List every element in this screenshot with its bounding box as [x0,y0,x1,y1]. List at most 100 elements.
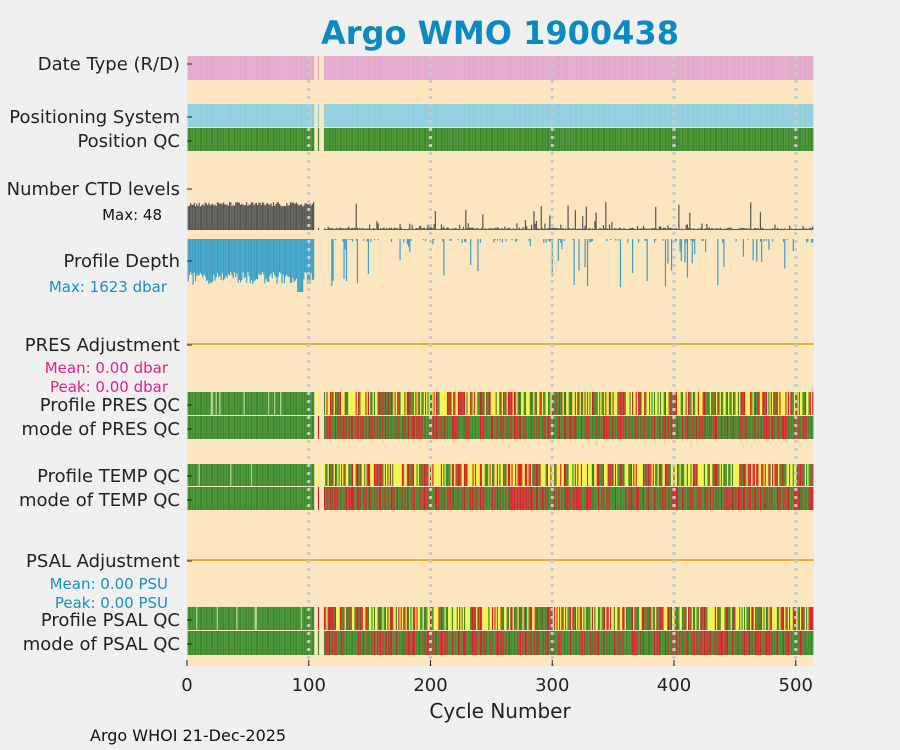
mode-pres-qc-bar [484,416,486,439]
mode-temp-qc-bar [797,487,799,510]
profile-temp-qc-bar [405,464,407,486]
position-qc-bar [603,128,606,151]
mode-psal-qc-bar [351,631,354,655]
profile-temp-qc-bar [350,464,352,486]
mode-temp-qc-bar [348,487,350,510]
mode-pres-qc-bar [501,416,503,439]
mode-psal-qc-bar [754,631,757,655]
profile-psal-qc-bar [295,607,298,630]
date-type-bar [761,56,763,80]
mode-psal-qc-bar [387,631,389,655]
position-qc-bar [233,128,236,151]
ctd-levels-bar [457,228,460,230]
position-qc-bar [266,128,268,151]
profile-temp-qc-bar [628,464,630,486]
position-qc-bar [810,128,813,151]
profile-psal-qc-bar [246,607,248,630]
profile-temp-qc-bar [694,464,696,486]
profile-pres-qc-bar [394,392,396,415]
mode-pres-qc-bar [250,416,253,439]
profile-pres-qc-bar [414,392,416,415]
profile-pres-qc-bar [691,392,693,415]
mode-psal-qc-bar [311,631,313,655]
profile-psal-qc-bar [367,607,370,630]
position-qc-bar [326,128,328,151]
mode-psal-qc-bar [603,631,606,655]
date-type-bar [567,56,569,80]
ctd-levels-bar [387,229,389,230]
date-type-bar [386,56,388,80]
mode-psal-qc-bar [744,631,746,655]
profile-psal-qc-bar [418,607,421,630]
date-type-bar [706,56,708,80]
profile-pres-qc-bar [675,392,678,415]
profile-psal-qc-bar [599,607,601,630]
profile-temp-qc-bar [601,464,603,486]
profile-temp-qc-bar [216,464,219,486]
positioning-system-bar [219,104,221,127]
profile-pres-qc-bar [311,392,313,415]
ctd-levels-bar [561,228,563,230]
profile-psal-qc-bar [600,607,602,630]
mode-psal-qc-bar [344,631,346,655]
profile-temp-qc-bar [580,464,583,486]
mode-psal-qc-bar [208,631,210,655]
profile-pres-qc-bar [362,392,365,415]
mode-psal-qc-bar [630,631,632,655]
mode-psal-qc-bar [641,631,643,655]
positioning-system-bar [192,104,194,127]
date-type-bar [521,56,523,80]
positioning-system-bar [790,104,792,127]
mode-temp-qc-bar [263,487,265,510]
date-type-bar [287,56,289,80]
profile-pres-qc-bar [253,392,255,415]
mode-psal-qc-bar [484,631,486,655]
mode-temp-qc-bar [614,487,617,510]
profile-psal-qc-bar [758,607,760,630]
profile-psal-qc-bar [543,607,545,630]
position-qc-bar [656,128,658,151]
date-type-bar [577,56,579,80]
positioning-system-bar [203,104,205,127]
mode-pres-qc-bar [534,416,536,439]
profile-pres-qc-bar [412,392,415,415]
position-qc-bar [618,128,620,151]
positioning-system-bar [412,104,415,127]
profile-temp-qc-bar [333,464,335,486]
profile-pres-qc-bar [668,392,670,415]
mode-psal-qc-bar [359,631,361,655]
profile-pres-qc-bar [606,392,608,415]
positioning-system-bar [442,104,444,127]
position-qc-bar [596,128,598,151]
profile-pres-qc-bar [511,392,513,415]
profile-temp-qc-bar [532,464,534,486]
mode-temp-qc-bar [454,487,456,510]
date-type-bar [241,56,243,80]
profile-temp-qc-bar [697,464,699,486]
mode-temp-qc-bar [239,487,242,510]
profile-temp-qc-bar [198,464,200,486]
position-qc-bar [405,128,407,151]
profile-psal-qc-bar [317,607,320,630]
profile-temp-qc-bar [724,464,726,486]
profile-pres-qc-bar [343,392,345,415]
positioning-system-bar [282,104,284,127]
mode-pres-qc-bar [555,416,557,439]
profile-pres-qc-bar [449,392,451,415]
mode-pres-qc-bar [231,416,233,439]
profile-temp-qc-bar [562,464,564,486]
positioning-system-bar [483,104,485,127]
date-type-bar [751,56,753,80]
profile-psal-qc-bar [493,607,495,630]
positioning-system-bar [348,104,350,127]
profile-psal-qc-bar [653,607,656,630]
profile-temp-qc-bar [365,464,367,486]
date-type-bar [530,56,533,80]
mode-temp-qc-bar [230,487,232,510]
positioning-system-bar [619,104,622,127]
profile-psal-qc-bar [523,607,525,630]
date-type-bar [507,56,510,80]
profile-pres-qc-bar [215,392,217,415]
profile-pres-qc-bar [231,392,233,415]
position-qc-bar [359,128,361,151]
